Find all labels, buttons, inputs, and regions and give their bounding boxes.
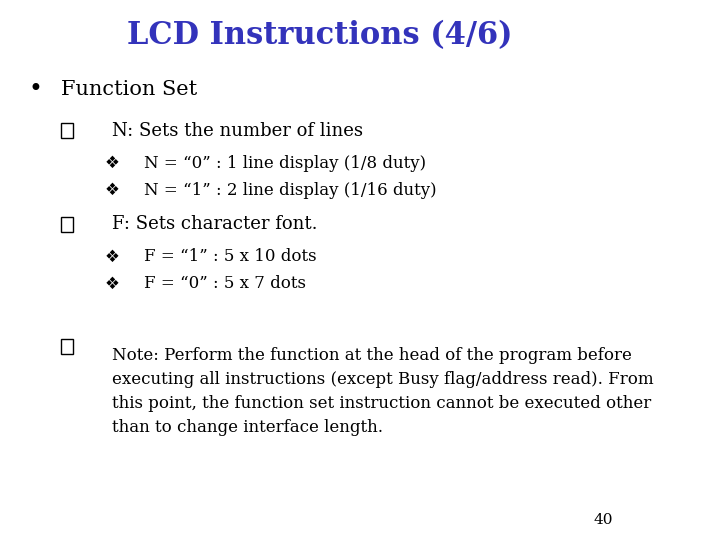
- Text: N = “0” : 1 line display (1/8 duty): N = “0” : 1 line display (1/8 duty): [144, 154, 426, 172]
- Text: ❖: ❖: [104, 274, 120, 293]
- Text: ❖: ❖: [104, 154, 120, 172]
- Bar: [61, 339, 73, 354]
- Text: F = “0” : 5 x 7 dots: F = “0” : 5 x 7 dots: [144, 275, 306, 292]
- Text: N = “1” : 2 line display (1/16 duty): N = “1” : 2 line display (1/16 duty): [144, 181, 436, 199]
- Text: Function Set: Function Set: [60, 79, 197, 99]
- Text: •: •: [28, 77, 42, 101]
- Text: F: Sets character font.: F: Sets character font.: [112, 215, 318, 233]
- Text: F = “1” : 5 x 10 dots: F = “1” : 5 x 10 dots: [144, 248, 316, 265]
- Text: 40: 40: [594, 512, 613, 526]
- Text: N: Sets the number of lines: N: Sets the number of lines: [112, 122, 363, 140]
- Bar: [61, 123, 73, 138]
- Bar: [61, 217, 73, 232]
- Text: ❖: ❖: [104, 247, 120, 266]
- Text: Note: Perform the function at the head of the program before
executing all instr: Note: Perform the function at the head o…: [112, 347, 654, 436]
- Text: LCD Instructions (4/6): LCD Instructions (4/6): [127, 19, 512, 51]
- Text: ❖: ❖: [104, 181, 120, 199]
